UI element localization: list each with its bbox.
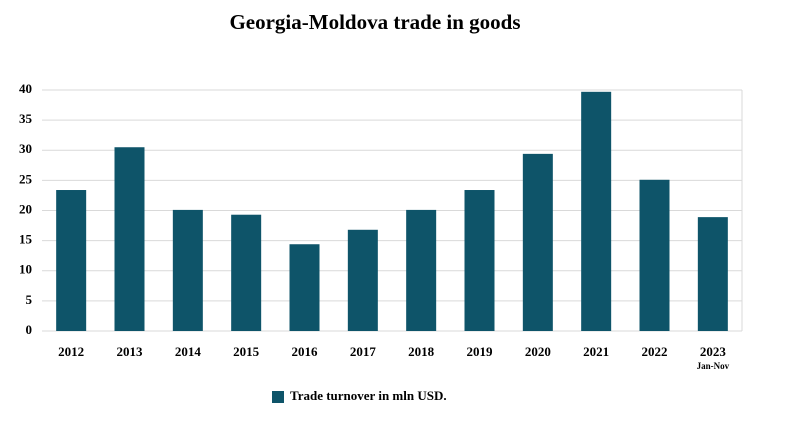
bar xyxy=(522,153,553,331)
x-tick-label: 2019 xyxy=(467,344,494,359)
x-tick-label: 2021 xyxy=(583,344,609,359)
x-tick-label: 2012 xyxy=(58,344,84,359)
x-tick-label: 2016 xyxy=(292,344,319,359)
chart-title: Georgia-Moldova trade in goods xyxy=(229,10,520,34)
y-tick-label: 15 xyxy=(19,232,33,247)
x-tick-note: Jan-Nov xyxy=(697,361,730,371)
legend-label: Trade turnover in mln USD. xyxy=(290,388,447,403)
y-tick-label: 35 xyxy=(19,111,33,126)
x-tick-label: 2013 xyxy=(117,344,144,359)
bar xyxy=(56,190,87,331)
bar xyxy=(464,190,495,331)
bar xyxy=(581,91,612,332)
x-tick-label: 2020 xyxy=(525,344,551,359)
y-tick-label: 20 xyxy=(19,201,32,216)
y-tick-label: 10 xyxy=(19,262,32,277)
x-tick-label: 2018 xyxy=(408,344,435,359)
x-tick-label: 2015 xyxy=(233,344,260,359)
y-tick-label: 25 xyxy=(19,171,33,186)
bar xyxy=(639,179,670,331)
bar xyxy=(697,217,728,331)
bar xyxy=(347,229,378,331)
bar xyxy=(289,244,320,331)
x-tick-label: 2022 xyxy=(642,344,668,359)
legend-swatch xyxy=(272,391,284,403)
bar xyxy=(231,214,262,331)
x-tick-label: 2023 xyxy=(700,344,727,359)
bar xyxy=(406,209,437,331)
bar xyxy=(114,147,145,331)
x-tick-label: 2017 xyxy=(350,344,377,359)
y-tick-label: 30 xyxy=(19,141,32,156)
x-tick-label: 2014 xyxy=(175,344,202,359)
y-tick-label: 5 xyxy=(26,292,33,307)
bar xyxy=(172,209,203,331)
y-tick-label: 40 xyxy=(19,81,32,96)
y-tick-label: 0 xyxy=(26,322,33,337)
